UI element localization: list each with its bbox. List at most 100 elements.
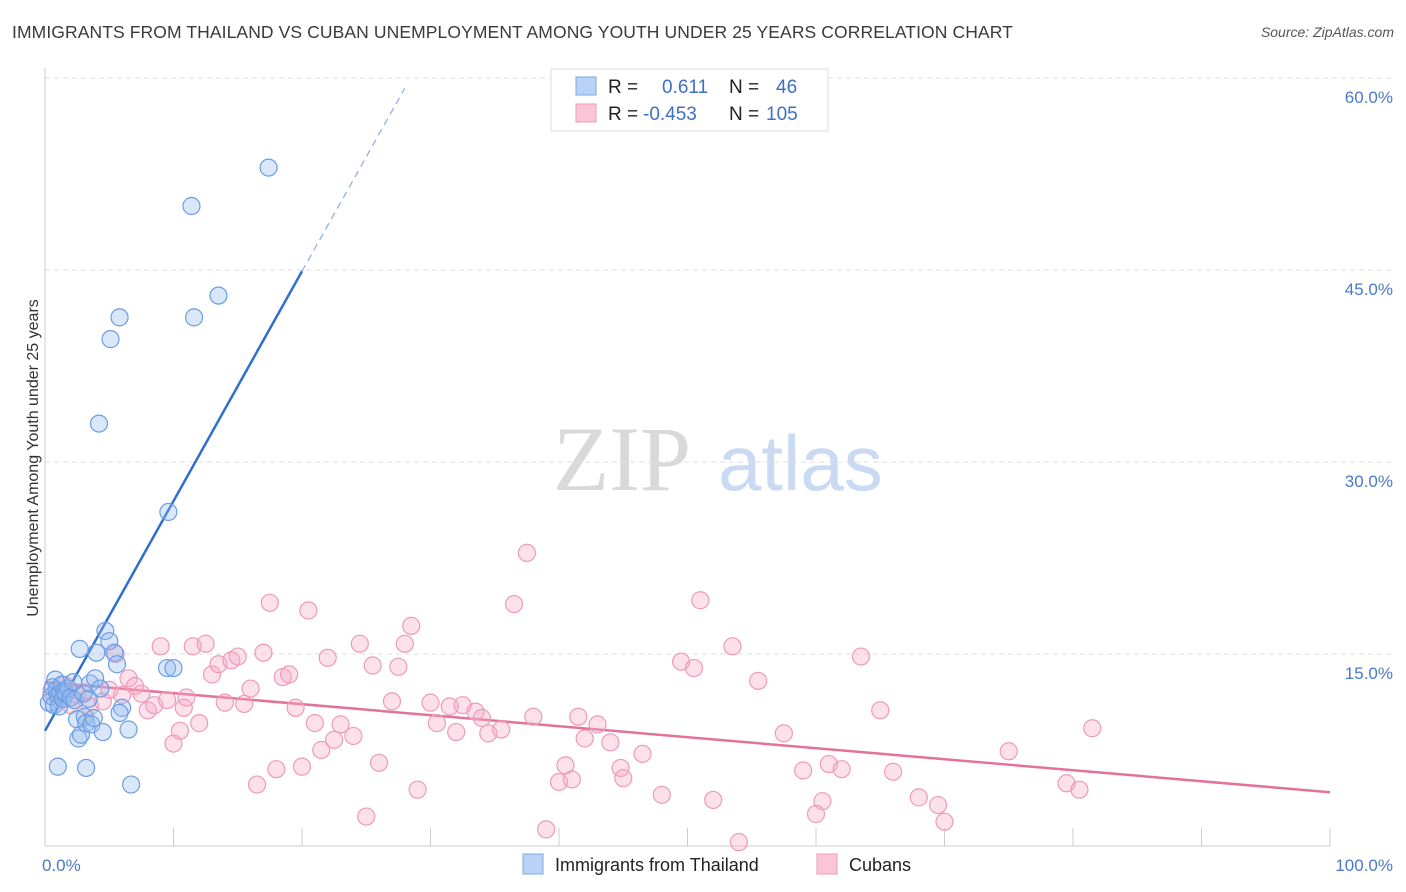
cubans-point	[421, 693, 440, 712]
thailand-trend-extension	[301, 87, 406, 272]
cubans-point	[157, 690, 177, 710]
cubans-point	[215, 693, 234, 712]
thailand-point	[112, 698, 132, 717]
cubans-point	[402, 616, 421, 635]
y-axis-label: Unemployment Among Youth under 25 years	[25, 299, 42, 617]
thailand-point	[96, 621, 115, 641]
cubans-point	[112, 685, 132, 705]
thailand-point	[159, 502, 178, 522]
thailand-point	[70, 639, 89, 658]
cubans-point	[170, 721, 190, 740]
y-tick-label: 15.0%	[1345, 664, 1393, 683]
thailand-point	[74, 684, 93, 703]
thailand-point	[87, 643, 106, 662]
cubans-trend-line	[44, 680, 1331, 794]
cubans-point	[350, 634, 369, 653]
cubans-point	[202, 665, 222, 684]
legend-r-label-cubans: R =	[608, 104, 638, 125]
cubans-point	[325, 730, 344, 749]
cubans-point	[652, 785, 671, 804]
cubans-point	[331, 715, 350, 734]
cubans-point	[395, 634, 414, 653]
cubans-point	[871, 701, 890, 720]
cubans-point	[504, 594, 524, 614]
cubans-point	[312, 740, 331, 760]
thailand-point	[48, 757, 67, 776]
cubans-point	[1083, 719, 1102, 738]
thailand-points	[39, 158, 278, 794]
top-legend: R = 0.611 N = 46 R = -0.453 N = 105	[550, 68, 829, 132]
legend-swatch-thailand	[575, 76, 597, 96]
cubans-point	[684, 658, 704, 678]
cubans-point	[492, 720, 511, 739]
thailand-point	[184, 308, 204, 327]
cubans-point	[723, 637, 742, 656]
cubans-point	[633, 744, 652, 763]
cubans-point	[832, 760, 851, 779]
cubans-point	[517, 543, 536, 562]
legend-r-value-cubans: -0.453	[643, 104, 697, 125]
cubans-point	[601, 733, 620, 752]
cubans-point	[611, 758, 630, 778]
y-tick-labels: 15.0% 30.0% 45.0% 60.0%	[1345, 88, 1393, 683]
thailand-point	[79, 689, 98, 708]
cubans-point	[280, 665, 299, 684]
thailand-point	[86, 669, 105, 688]
y-tick-label: 30.0%	[1345, 472, 1393, 491]
bottom-legend-swatch-cubans	[816, 853, 838, 875]
cubans-point	[357, 807, 376, 826]
legend-r-label-thailand: R =	[608, 77, 638, 98]
cubans-point	[691, 591, 710, 610]
thailand-point	[101, 330, 120, 349]
bottom-legend-label-thailand: Immigrants from Thailand	[555, 855, 759, 875]
thailand-point	[259, 158, 278, 177]
thailand-point	[110, 308, 129, 327]
cubans-point	[749, 671, 768, 690]
cubans-point	[267, 760, 286, 779]
watermark-atlas: atlas	[718, 419, 883, 507]
cubans-point	[524, 707, 543, 726]
cubans-point	[382, 692, 402, 711]
cubans-point	[235, 694, 254, 714]
legend-swatch-cubans	[575, 103, 597, 123]
thailand-point	[93, 722, 112, 742]
thailand-point	[91, 679, 110, 698]
cubans-point	[1070, 780, 1089, 799]
thailand-point	[77, 758, 96, 778]
cubans-point	[247, 775, 267, 794]
cubans-point	[569, 707, 588, 726]
cubans-point	[408, 780, 427, 799]
chart-title: IMMIGRANTS FROM THAILAND VS CUBAN UNEMPL…	[12, 22, 1013, 42]
cubans-point	[305, 714, 324, 733]
bottom-legend-label-cubans: Cubans	[849, 855, 911, 875]
thailand-point	[105, 643, 124, 662]
thailand-point	[84, 708, 103, 728]
x-tick-label: 0.0%	[42, 856, 81, 875]
source-label: Source: ZipAtlas.com	[1260, 24, 1394, 40]
cubans-point	[794, 761, 813, 780]
legend-n-label-thailand: N =	[729, 77, 759, 98]
cubans-point	[151, 637, 170, 656]
axes	[44, 68, 1331, 847]
legend-r-value-thailand: 0.611	[662, 77, 708, 98]
cubans-points	[42, 543, 1102, 852]
legend-n-value-cubans: 105	[766, 104, 798, 125]
cubans-point	[260, 593, 279, 612]
cubans-point	[928, 795, 948, 815]
thailand-point	[89, 414, 109, 433]
thailand-point	[80, 674, 100, 693]
cubans-point	[344, 726, 363, 746]
x-tick-labels: 0.0% 100.0%	[42, 856, 1393, 875]
legend-n-value-thailand: 46	[776, 77, 797, 98]
legend-box	[550, 68, 829, 132]
cubans-point	[389, 657, 408, 676]
bottom-legend-swatch-thailand	[522, 853, 544, 875]
thailand-point	[182, 196, 201, 216]
legend-n-label-cubans: N =	[729, 104, 759, 125]
cubans-point	[909, 788, 928, 807]
cubans-point	[370, 753, 389, 772]
watermark-zip: ZIP	[553, 408, 691, 510]
cubans-point	[999, 742, 1018, 761]
cubans-point	[318, 648, 337, 667]
